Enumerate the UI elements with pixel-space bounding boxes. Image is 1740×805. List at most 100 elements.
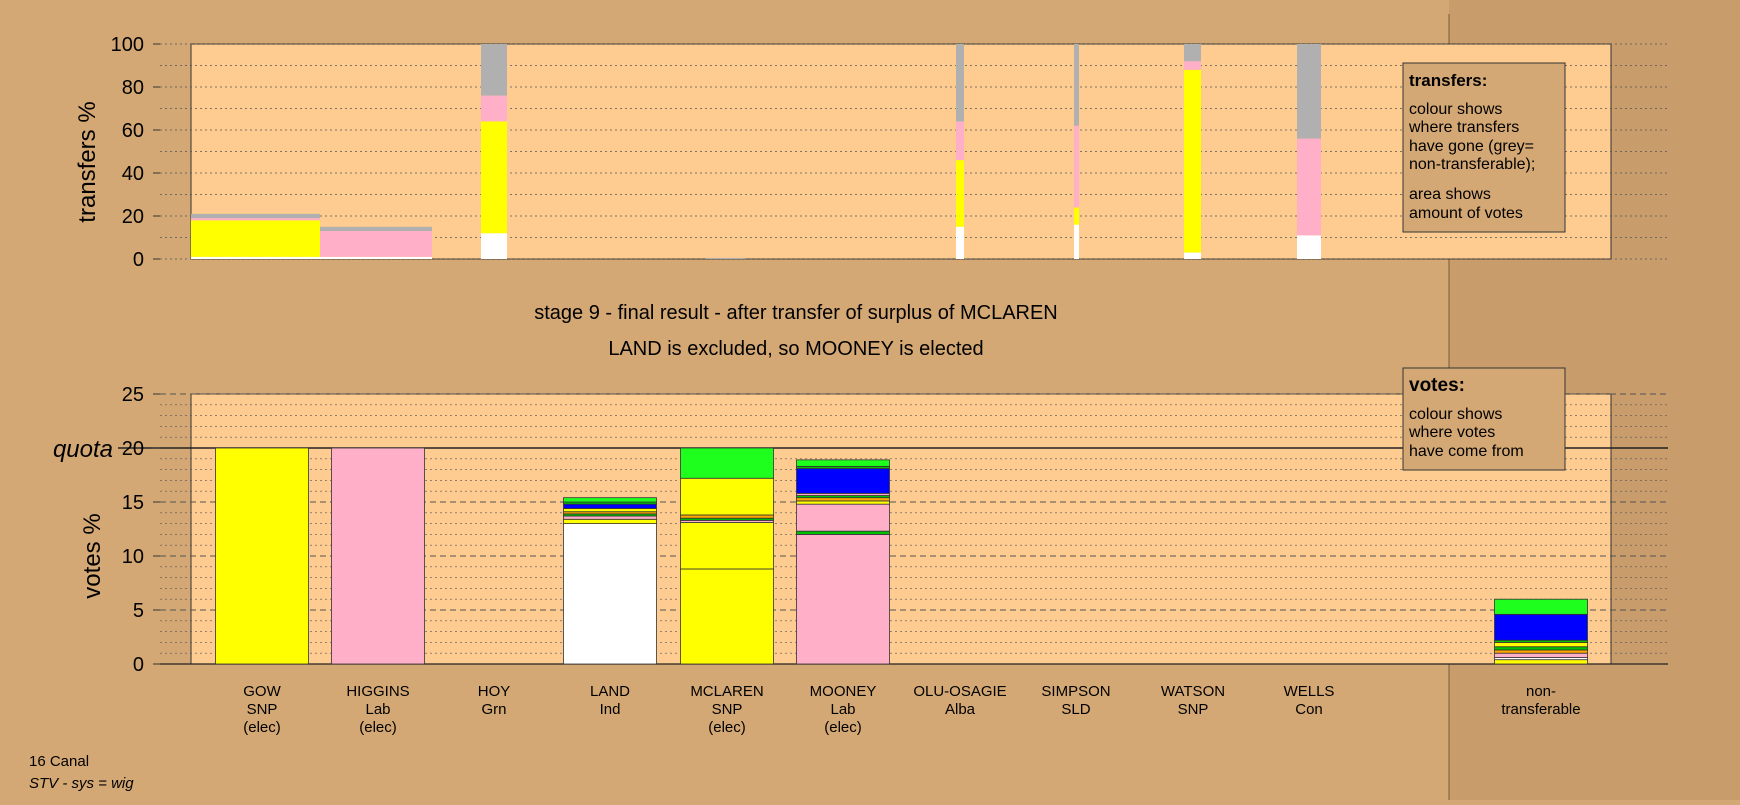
votes-tick-label: 0 <box>133 654 144 676</box>
votes-y-label: votes % <box>79 513 106 598</box>
vote-segment <box>563 518 657 525</box>
transfers-tick-label: 100 <box>111 34 144 56</box>
candidate-label: HOY <box>478 683 511 700</box>
vote-segment <box>563 503 657 509</box>
transfer-segment <box>956 226 964 259</box>
transfers-legend: transfers: colour shows where transfers … <box>1402 62 1566 233</box>
vote-segment <box>680 514 774 519</box>
transfer-segment <box>320 226 432 232</box>
transfer-segment <box>481 44 507 96</box>
vote-segment <box>1494 598 1588 615</box>
nontransferable-label: non- <box>1526 683 1556 700</box>
transfers-legend-title: transfers: <box>1409 71 1487 90</box>
transfer-segment <box>320 231 432 257</box>
transfers-tick-label: 20 <box>122 206 144 228</box>
candidate-label: Grn <box>481 701 506 718</box>
vote-segment <box>1494 659 1588 665</box>
candidate-label: WATSON <box>1161 683 1225 700</box>
candidate-label: SIMPSON <box>1041 683 1110 700</box>
candidate-label: SNP <box>712 701 743 718</box>
transfer-segment <box>1074 44 1079 126</box>
transfer-segment <box>191 256 320 259</box>
vote-segment <box>1494 649 1588 654</box>
transfer-segment <box>481 121 507 234</box>
transfers-tick-label: 80 <box>122 77 144 99</box>
transfer-segment <box>956 44 964 122</box>
voting-system: STV - sys = wig <box>29 775 134 792</box>
votes-x-labels: GOWSNP(elec)HIGGINSLab(elec)HOYGrnLANDIn… <box>243 683 1580 736</box>
candidate-label: WELLS <box>1284 683 1335 700</box>
transfer-segment <box>1184 69 1201 253</box>
candidate-label: SNP <box>1178 701 1209 718</box>
vote-segment <box>563 523 657 665</box>
vote-segment <box>1494 646 1588 651</box>
transfers-legend-box <box>1402 62 1566 233</box>
votes-bars <box>215 447 1588 665</box>
votes-plot-area <box>190 393 1612 665</box>
transfer-segment <box>1297 44 1321 139</box>
candidate-label: SNP <box>247 701 278 718</box>
transfers-legend-line: where transfers <box>1408 119 1519 136</box>
transfer-segment <box>1184 44 1201 62</box>
transfer-segment <box>1074 207 1079 225</box>
vote-segment <box>796 468 890 494</box>
vote-segment <box>563 497 657 503</box>
votes-tick-label: 10 <box>122 546 144 568</box>
transfers-tick-label: 60 <box>122 120 144 142</box>
transfers-legend-line: amount of votes <box>1409 205 1523 222</box>
candidate-label: Ind <box>600 701 621 718</box>
votes-legend-line: colour shows <box>1409 406 1502 423</box>
transfers-legend-line: have gone (grey= <box>1409 138 1534 155</box>
vote-segment <box>796 500 890 505</box>
candidate-label: (elec) <box>708 719 746 736</box>
votes-legend-box <box>1402 367 1566 471</box>
vote-segment <box>1494 642 1588 648</box>
transfer-segment <box>481 233 507 259</box>
transfer-segment <box>320 256 432 259</box>
candidate-label: MCLAREN <box>690 683 763 700</box>
transfers-legend-line: non-transferable); <box>1409 156 1535 173</box>
transfer-segment <box>1074 224 1079 259</box>
vote-segment <box>215 447 309 665</box>
votes-tick-label: 15 <box>122 492 144 514</box>
candidate-label: GOW <box>243 683 281 700</box>
vote-segment <box>680 477 774 516</box>
votes-y-ticks: 0 5 10 15 20 25 <box>122 384 160 676</box>
candidate-label: Lab <box>365 701 390 718</box>
candidate-label: (elec) <box>359 719 397 736</box>
transfers-y-ticks: 0 20 40 60 80 100 <box>111 34 160 271</box>
chart-title-line2: LAND is excluded, so MOONEY is elected <box>608 338 983 360</box>
vote-segment <box>1494 652 1588 658</box>
transfer-segment <box>191 218 320 221</box>
nontransferable-label: transferable <box>1501 701 1580 718</box>
candidate-label: LAND <box>590 683 630 700</box>
candidate-label: SLD <box>1061 701 1090 718</box>
transfer-segment <box>1297 235 1321 259</box>
transfer-segment <box>1184 252 1201 259</box>
chart-title-line1: stage 9 - final result - after transfer … <box>534 302 1058 324</box>
vote-segment <box>563 508 657 513</box>
vote-segment <box>331 447 425 665</box>
candidate-label: Alba <box>945 701 976 718</box>
vote-segment <box>796 459 890 467</box>
transfer-segment <box>1297 138 1321 236</box>
candidate-label: MOONEY <box>810 683 877 700</box>
vote-segment <box>796 497 890 502</box>
vote-segment <box>796 534 890 665</box>
transfers-panel: 0 20 40 60 80 100 transfers % <box>74 34 1668 271</box>
candidate-label: OLU-OSAGIE <box>913 683 1006 700</box>
transfers-tick-label: 0 <box>133 249 144 271</box>
transfer-segment <box>706 257 745 259</box>
votes-legend-title: votes: <box>1409 375 1465 396</box>
quota-label: quota <box>53 436 113 463</box>
votes-legend-line: where votes <box>1408 424 1495 441</box>
candidate-label: (elec) <box>824 719 862 736</box>
vote-segment <box>680 568 774 665</box>
vote-segment <box>796 530 890 535</box>
transfer-segment <box>191 213 320 219</box>
candidate-label: (elec) <box>243 719 281 736</box>
vote-segment <box>563 515 657 520</box>
